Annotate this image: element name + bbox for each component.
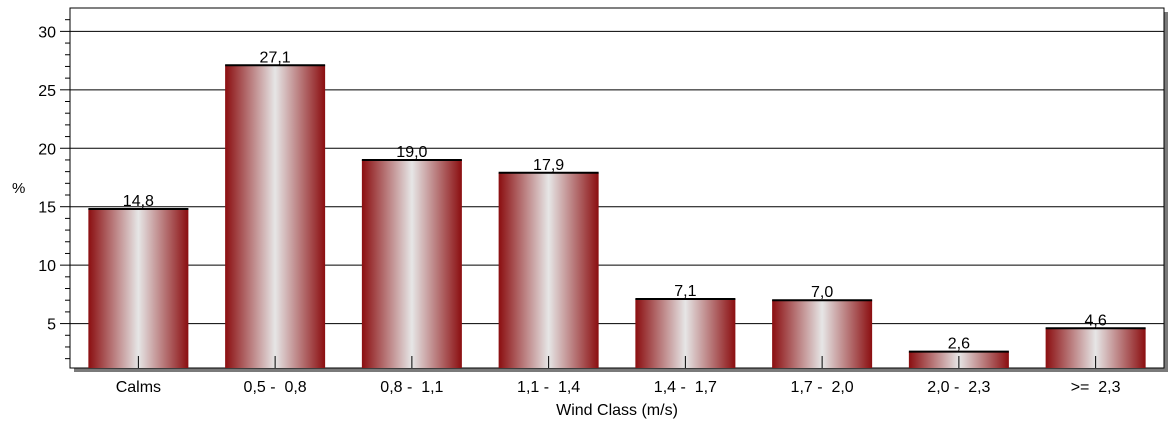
bar-value-label: 17,9 [533, 157, 564, 174]
bar-value-label: 2,6 [948, 336, 970, 353]
y-tick-label: 10 [38, 258, 56, 275]
x-tick-label: 0,5 - 0,8 [244, 379, 307, 396]
y-tick-label: 5 [47, 317, 56, 334]
bar-value-label: 7,0 [811, 284, 833, 301]
y-axis: 5 10 15 20 25 30 [38, 19, 70, 360]
x-tick-label: Calms [116, 379, 161, 396]
bar [225, 65, 326, 368]
bar [498, 172, 599, 368]
x-tick-label: 0,8 - 1,1 [380, 379, 443, 396]
y-tick-label: 25 [38, 83, 56, 100]
x-axis-label: Wind Class (m/s) [556, 402, 678, 419]
bar-value-label: 7,1 [674, 283, 696, 300]
x-tick-label: 2,0 - 2,3 [927, 379, 990, 396]
y-axis-label: % [12, 180, 25, 197]
x-tick-label: 1,1 - 1,4 [517, 379, 580, 396]
y-tick-label: 20 [38, 141, 56, 158]
x-tick-label: >= 2,3 [1071, 379, 1121, 396]
x-tick-label: 1,4 - 1,7 [654, 379, 717, 396]
bar [88, 209, 189, 368]
bar-value-label: 27,1 [260, 49, 291, 66]
bar [361, 159, 462, 368]
y-tick-label: 30 [38, 24, 56, 41]
x-axis: Calms 0,5 - 0,8 0,8 - 1,1 1,1 - 1,4 1,4 - 1,… [116, 356, 1121, 396]
x-tick-label: 1,7 - 2,0 [791, 379, 854, 396]
bar-value-label: 19,0 [396, 144, 427, 161]
bar-value-label: 14,8 [123, 193, 154, 210]
bar-value-label: 4,6 [1085, 312, 1107, 329]
y-tick-label: 15 [38, 200, 56, 217]
